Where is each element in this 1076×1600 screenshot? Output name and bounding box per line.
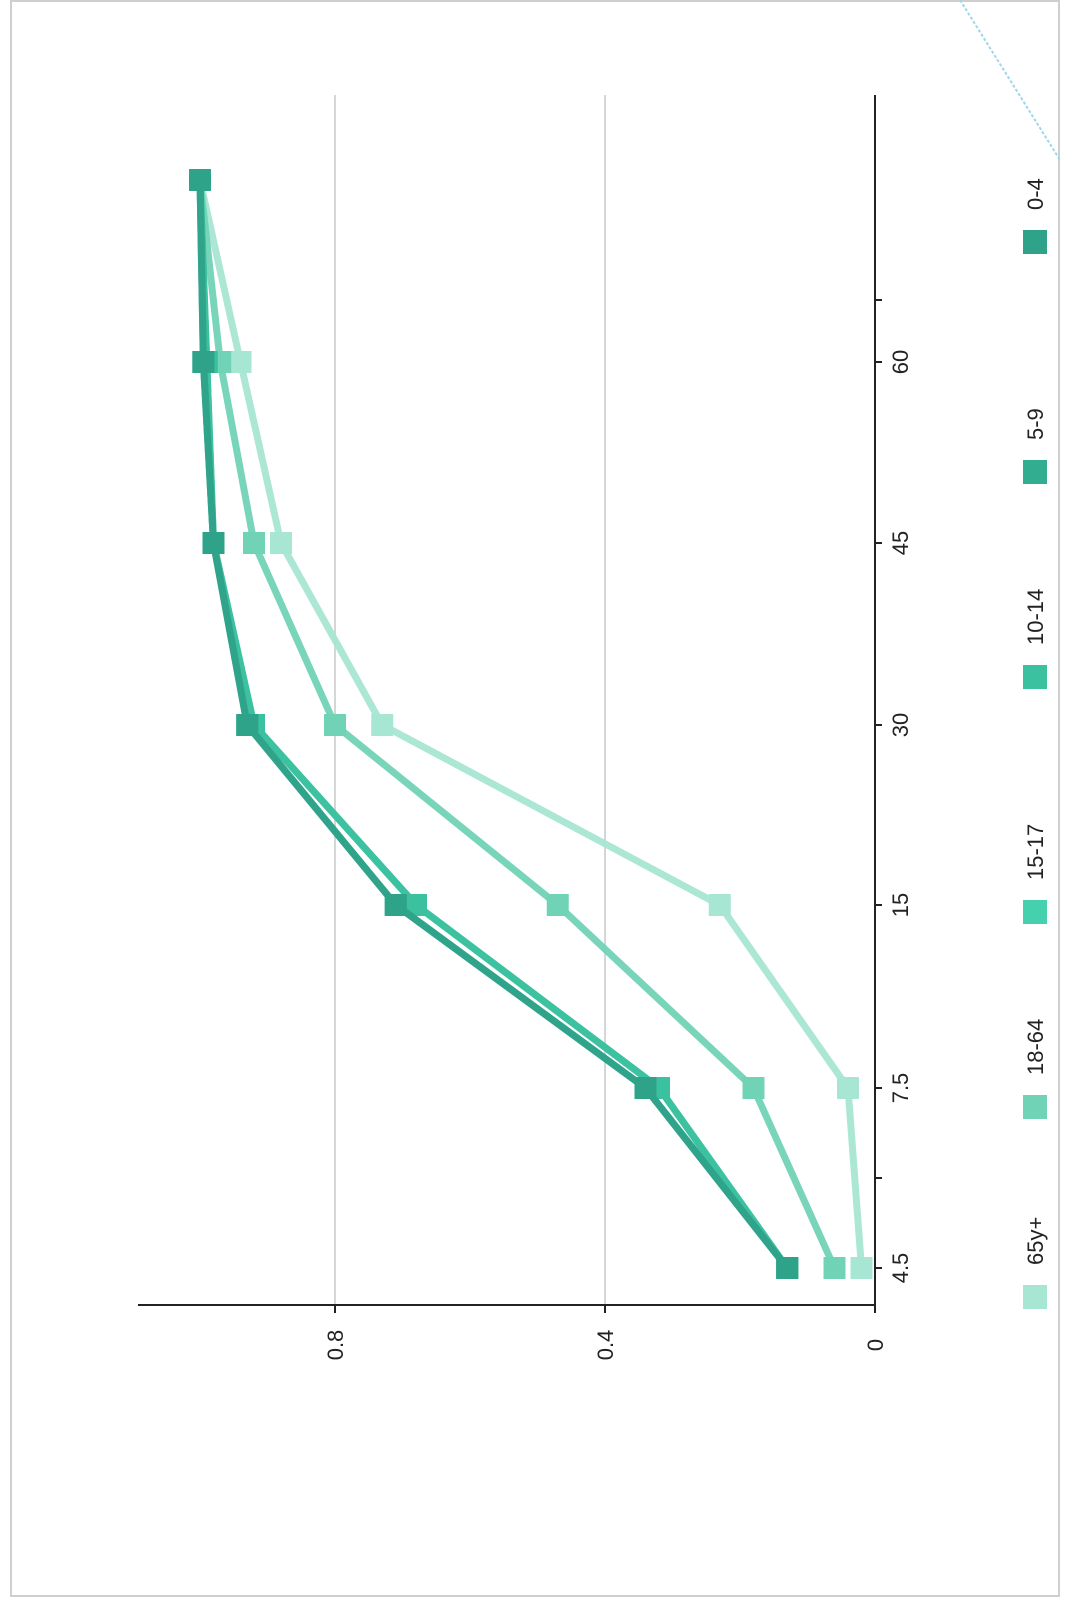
legend-label: 5-9 (1023, 408, 1048, 440)
data-point (243, 532, 265, 554)
legend-swatch (1023, 1095, 1047, 1119)
legend: 65y+ 18-64 15-17 10-14 5-9 0-4 (1023, 178, 1048, 1309)
legend-swatch (1023, 1285, 1047, 1309)
series-line-15-17 (196, 179, 791, 1271)
data-point (384, 894, 407, 916)
legend-label: 10-14 (1023, 589, 1048, 645)
grid (334, 95, 606, 1305)
data-point (202, 532, 225, 554)
data-point (708, 894, 731, 916)
x-tick-label: 15 (888, 893, 913, 917)
y-tick-label: 0.8 (323, 1330, 348, 1361)
data-point (634, 1077, 657, 1099)
axes (138, 95, 882, 1313)
data-point (823, 1257, 846, 1279)
data-point (236, 714, 259, 736)
data-point (229, 351, 252, 373)
x-tick-label: 60 (888, 350, 913, 374)
series-line-10-14 (196, 179, 791, 1271)
data-point (776, 1257, 799, 1279)
legend-swatch (1023, 460, 1047, 484)
decorative-line (959, 0, 1061, 161)
data-point (837, 1077, 859, 1099)
x-tick-label: 7.5 (888, 1073, 913, 1104)
data-point (405, 894, 427, 916)
data-point (742, 1077, 765, 1099)
series-line-0-4 (196, 179, 790, 1271)
legend-label: 0-4 (1023, 178, 1048, 210)
data-point (324, 714, 346, 736)
tick-labels: 0 0.4 0.8 4.5 7.5 15 30 45 60 (323, 350, 913, 1361)
data-point (270, 532, 292, 554)
x-tick-label: 30 (888, 713, 913, 737)
y-tick-label: 0.4 (593, 1330, 618, 1361)
legend-swatch (1023, 900, 1047, 924)
series-line-5-9 (196, 179, 790, 1271)
data-point (192, 351, 215, 373)
legend-label: 65y+ (1023, 1217, 1048, 1265)
data-point (546, 894, 569, 916)
data-point (371, 714, 394, 736)
legend-swatch (1023, 665, 1047, 689)
data-point (850, 1257, 873, 1279)
legend-swatch (1023, 230, 1047, 254)
series-line-18-64 (196, 179, 838, 1270)
x-tick-label: 45 (888, 531, 913, 555)
data-point (189, 169, 211, 191)
x-tick-label: 4.5 (888, 1253, 913, 1284)
chart-frame (10, 0, 1060, 1597)
legend-label: 15-17 (1023, 824, 1048, 880)
legend-label: 18-64 (1023, 1019, 1048, 1075)
series-group (189, 169, 873, 1279)
y-tick-label: 0 (863, 1339, 888, 1351)
